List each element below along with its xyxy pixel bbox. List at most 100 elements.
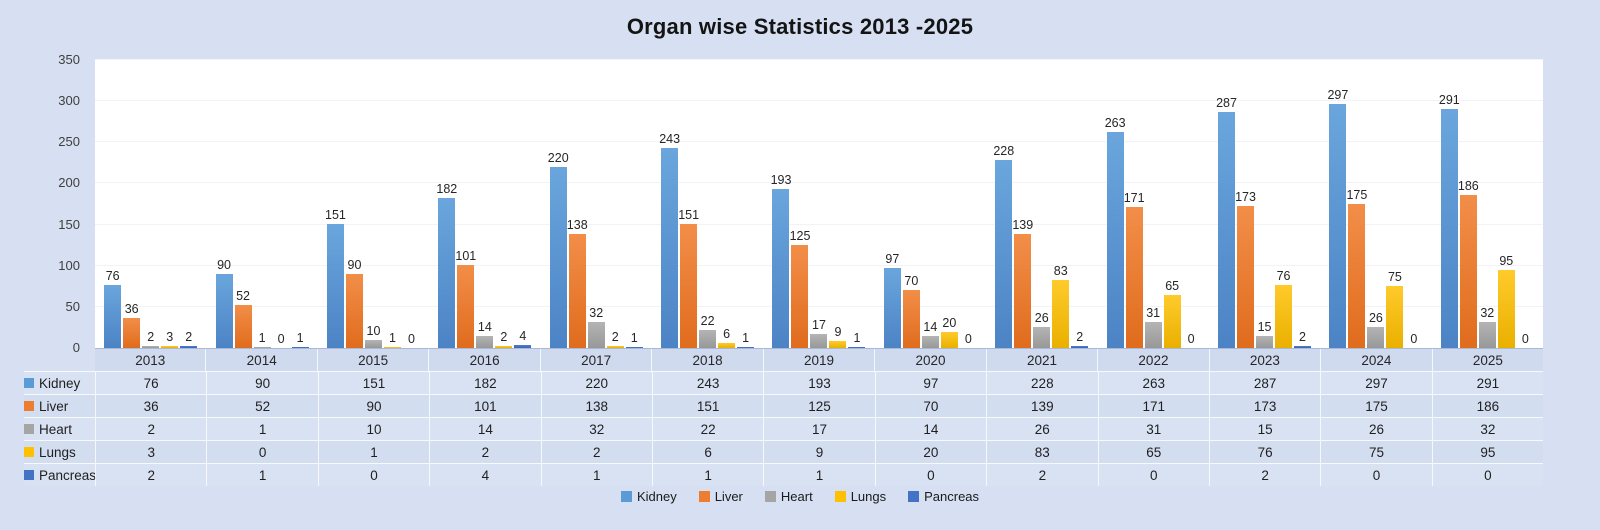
table-value-cell: 228 xyxy=(986,372,1097,394)
y-tick-label: 250 xyxy=(58,134,80,150)
table-value-cell: 151 xyxy=(317,372,429,394)
series-name: Heart xyxy=(39,421,73,437)
bar-column-kidney: 297 xyxy=(1327,88,1348,348)
legend-item-kidney: Kidney xyxy=(620,489,677,504)
bar-column-liver: 171 xyxy=(1124,191,1145,348)
series-name: Kidney xyxy=(39,375,81,391)
bar-value-label: 243 xyxy=(659,132,681,146)
bar-column-kidney: 287 xyxy=(1216,96,1237,348)
bar-liver xyxy=(902,290,920,348)
bar-value-label: 1 xyxy=(853,331,861,345)
bar-value-label: 2 xyxy=(611,330,619,344)
bar-kidney xyxy=(1218,112,1236,348)
table-value-cell: 2 xyxy=(95,418,206,440)
bar-column-pancreas: 0 xyxy=(1183,332,1200,348)
bar-kidney xyxy=(215,274,233,348)
bar-liver xyxy=(123,318,141,348)
gridline xyxy=(95,100,1543,102)
x-axis-label-2013: 2013 xyxy=(135,352,166,368)
bar-liver xyxy=(345,274,363,348)
bar-column-heart: 32 xyxy=(1478,306,1496,348)
bar-column-liver: 139 xyxy=(1012,218,1033,348)
bar-column-pancreas: 0 xyxy=(403,332,420,348)
bar-column-liver: 125 xyxy=(789,229,811,348)
bar-value-label: 2 xyxy=(185,330,193,344)
table-value-cell: 263 xyxy=(1097,372,1209,394)
bar-column-pancreas: 1 xyxy=(625,331,643,348)
bar-value-label: 15 xyxy=(1257,320,1272,334)
x-axis-label-2022: 2022 xyxy=(1097,349,1208,371)
x-axis-label-2015: 2015 xyxy=(316,349,428,371)
bar-lungs xyxy=(1386,286,1404,348)
table-value-cell: 186 xyxy=(1431,395,1543,417)
bar-liver xyxy=(680,224,698,348)
bar-heart xyxy=(587,322,605,348)
bar-value-label: 228 xyxy=(993,144,1015,158)
bar-column-pancreas: 0 xyxy=(1517,332,1534,348)
bar-column-heart: 2 xyxy=(142,330,160,348)
gridline xyxy=(95,223,1543,225)
bar-value-label: 193 xyxy=(770,173,792,187)
series-key-icon xyxy=(24,401,34,411)
table-value-cell: 220 xyxy=(540,372,652,394)
series-key-icon xyxy=(24,470,34,480)
bar-value-label: 2 xyxy=(1076,330,1084,344)
bar-pancreas xyxy=(291,347,309,348)
bar-column-lungs: 6 xyxy=(718,327,736,348)
bar-column-heart: 22 xyxy=(699,314,717,348)
bar-value-label: 125 xyxy=(789,229,811,243)
x-axis-label-2018: 2018 xyxy=(651,349,762,371)
table-value-cell: 287 xyxy=(1208,372,1320,394)
gridline xyxy=(95,59,1543,60)
table-value-cell: 20 xyxy=(874,441,986,463)
bar-group-2017: 220 138 32 2 1 xyxy=(541,60,652,348)
x-axis-label-2025: 2025 xyxy=(1431,349,1543,371)
table-value-cell: 3 xyxy=(95,441,206,463)
bar-value-label: 26 xyxy=(1368,311,1383,325)
table-value-cell: 26 xyxy=(1320,418,1431,440)
bar-column-pancreas: 1 xyxy=(291,331,309,348)
table-row-label: Pancreas xyxy=(24,464,96,486)
bar-kidney xyxy=(326,224,344,348)
bar-lungs xyxy=(1497,270,1515,348)
table-value-cell: 1 xyxy=(651,464,763,486)
bar-group-2013: 76 36 2 3 2 xyxy=(95,60,206,348)
bar-pancreas xyxy=(1071,346,1089,348)
bar-pancreas xyxy=(848,347,866,348)
table-value-cell: 14 xyxy=(429,418,540,440)
bar-value-label: 26 xyxy=(1034,311,1049,325)
x-axis-label-2020: 2020 xyxy=(874,349,985,371)
table-value-cell: 2 xyxy=(986,464,1097,486)
bar-pancreas xyxy=(514,345,532,348)
bar-column-heart: 32 xyxy=(587,306,605,348)
y-tick-label: 0 xyxy=(72,340,80,355)
table-value-cell: 97 xyxy=(874,372,986,394)
bar-column-liver: 70 xyxy=(902,274,920,348)
bar-column-liver: 90 xyxy=(345,258,363,348)
bar-column-lungs: 75 xyxy=(1386,270,1404,348)
x-axis-label-2014: 2014 xyxy=(205,349,316,371)
bar-column-lungs: 0 xyxy=(273,332,290,348)
table-value-cell: 101 xyxy=(429,395,540,417)
bar-kidney xyxy=(1440,109,1458,348)
bar-column-pancreas: 2 xyxy=(180,330,198,348)
gridline xyxy=(95,264,1543,266)
plot-area: 76 36 2 3 2 90 52 1 0 1 151 90 10 1 0 182 101 14 2 4 220 138 3… xyxy=(95,59,1543,349)
bar-heart xyxy=(364,340,382,348)
legend: Kidney Liver Heart Lungs Pancreas xyxy=(0,489,1600,504)
legend-item-pancreas: Pancreas xyxy=(908,489,979,504)
bar-value-label: 52 xyxy=(236,289,251,303)
table-value-cell: 1 xyxy=(206,418,317,440)
y-tick-label: 150 xyxy=(58,216,80,232)
bar-value-label: 83 xyxy=(1053,264,1068,278)
bar-column-lungs: 2 xyxy=(606,330,624,348)
bar-value-label: 173 xyxy=(1235,190,1256,204)
bar-value-label: 9 xyxy=(834,325,842,339)
bar-column-heart: 15 xyxy=(1256,320,1274,348)
x-axis-label-2016: 2016 xyxy=(428,349,539,371)
bar-kidney xyxy=(549,167,567,348)
bar-lungs xyxy=(1275,285,1293,348)
bar-value-label: 0 xyxy=(407,332,415,346)
table-row-label: Heart xyxy=(24,418,95,440)
bar-value-label: 32 xyxy=(1480,306,1495,320)
